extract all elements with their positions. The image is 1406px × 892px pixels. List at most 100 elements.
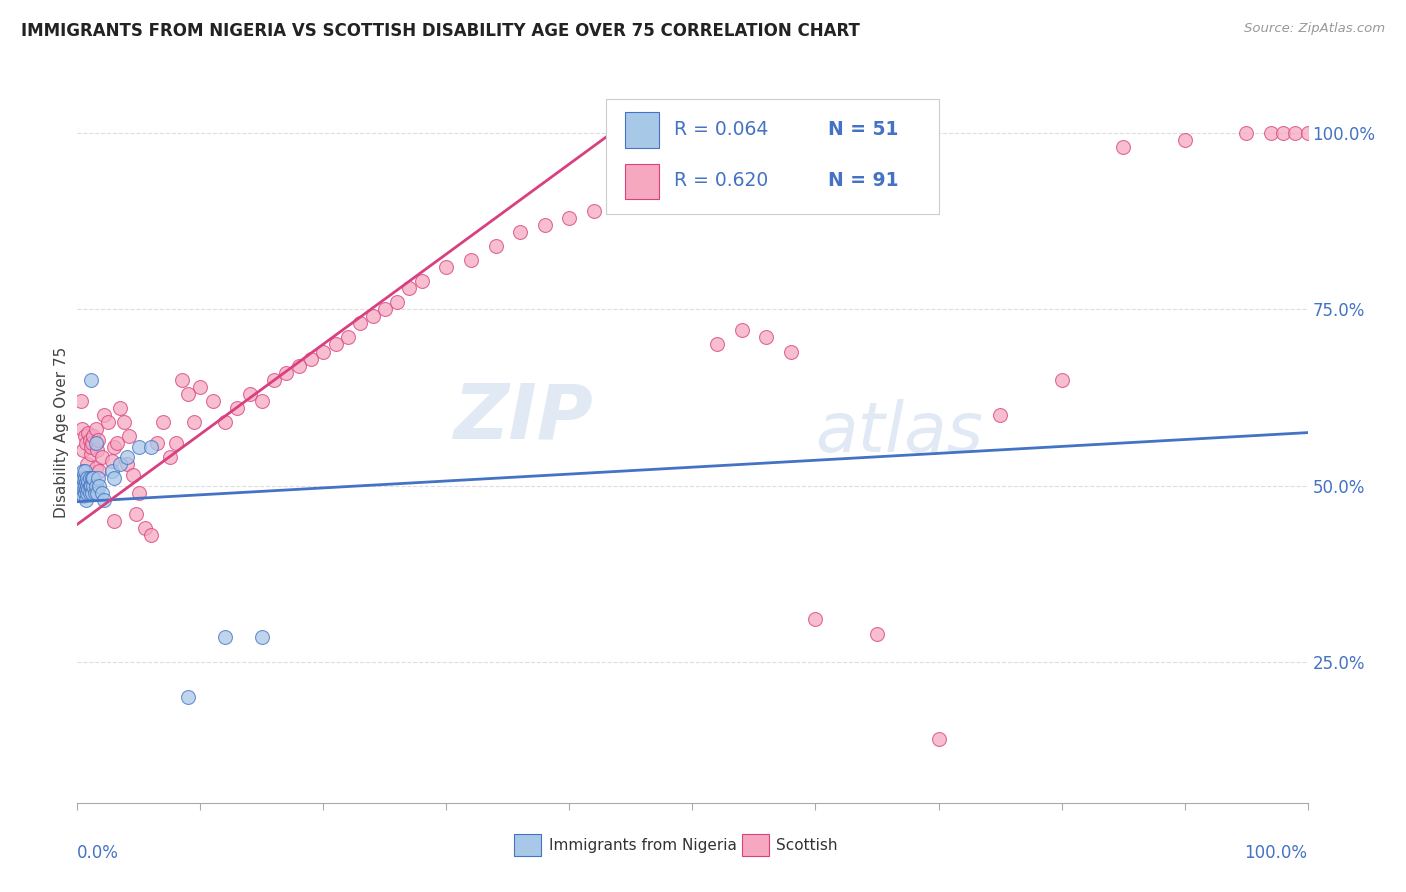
Point [436,260,458,274]
Point [67,475,90,489]
Point [657,175,679,189]
Point [159,450,181,465]
Point [70,475,93,489]
Point [134,521,156,535]
Point [460,252,482,267]
Point [170,373,193,387]
Point [250,630,273,644]
Point [349,316,371,330]
Point [90,485,114,500]
Point [73,485,96,500]
Point [70,485,93,500]
Point [226,401,249,415]
Point [1174,133,1197,147]
Point [84,422,107,436]
Point [583,203,606,218]
Text: R = 0.064: R = 0.064 [673,120,768,139]
Point [79,478,101,492]
Text: N = 91: N = 91 [828,171,898,190]
Point [115,458,138,472]
Point [201,393,224,408]
Text: 0.0%: 0.0% [77,844,120,862]
Point [80,373,103,387]
Point [86,485,108,500]
Point [72,471,94,485]
Point [398,281,420,295]
Point [103,514,125,528]
Point [82,436,104,450]
Point [121,467,143,482]
Point [67,482,90,496]
Point [80,478,103,492]
Point [125,507,148,521]
Point [146,436,169,450]
Point [84,436,107,450]
Point [73,429,96,443]
Point [214,415,236,429]
Bar [515,834,541,856]
Point [80,447,103,461]
Point [75,492,97,507]
Point [82,471,104,485]
Point [141,528,163,542]
Point [312,344,335,359]
Text: N = 51: N = 51 [828,120,898,139]
Text: atlas: atlas [815,399,983,467]
Text: 100.0%: 100.0% [1244,844,1308,862]
Point [84,461,107,475]
Point [780,344,803,359]
Point [361,310,384,324]
Point [76,458,98,472]
Point [86,443,108,458]
Point [103,471,125,485]
Point [87,471,110,485]
Point [70,393,93,408]
Point [299,351,322,366]
Point [214,630,236,644]
Point [69,471,91,485]
Text: Immigrants from Nigeria: Immigrants from Nigeria [548,838,737,853]
Point [325,337,347,351]
Point [90,450,114,465]
Point [73,471,96,485]
Point [77,482,100,496]
Point [509,225,531,239]
Point [250,393,273,408]
Point [82,485,104,500]
Point [385,295,409,310]
Point [77,475,100,489]
Text: Scottish: Scottish [776,838,838,853]
Point [93,492,115,507]
Point [70,478,93,492]
Point [82,471,104,485]
Text: IMMIGRANTS FROM NIGERIA VS SCOTTISH DISABILITY AGE OVER 75 CORRELATION CHART: IMMIGRANTS FROM NIGERIA VS SCOTTISH DISA… [21,22,860,40]
Point [76,471,98,485]
Point [97,415,120,429]
Point [103,440,125,454]
Point [276,366,298,380]
FancyBboxPatch shape [606,99,939,214]
Point [67,478,90,492]
Point [804,612,827,626]
Point [633,182,655,196]
Point [79,433,101,447]
Point [112,415,135,429]
Point [263,373,285,387]
Point [70,471,93,485]
Point [239,387,262,401]
Point [72,443,94,458]
Point [70,422,93,436]
Point [485,239,508,253]
Point [128,485,150,500]
Point [72,478,94,492]
Point [141,440,163,454]
Point [79,471,101,485]
Point [73,464,96,478]
Point [82,475,104,489]
Point [1050,373,1073,387]
Point [79,485,101,500]
Point [73,478,96,492]
Point [928,732,950,747]
Point [607,196,630,211]
Point [1234,126,1257,140]
